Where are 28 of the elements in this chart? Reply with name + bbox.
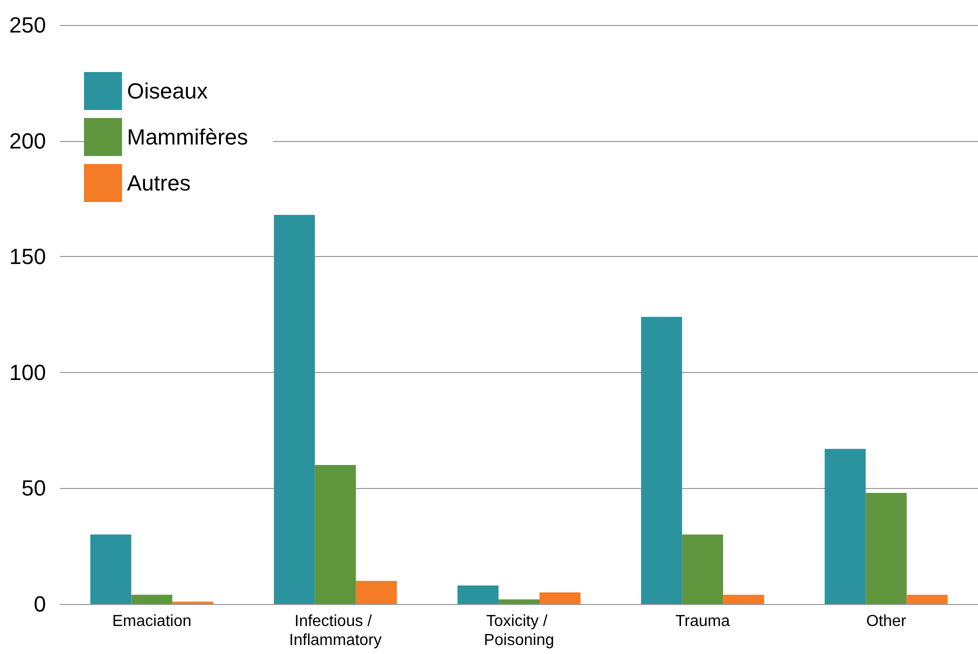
bar (314, 465, 356, 604)
bar (274, 214, 315, 604)
x-tick-label: Trauma (675, 613, 730, 630)
legend-label: Mammifères (127, 124, 248, 150)
legend-label: Oiseaux (127, 78, 208, 104)
bar (457, 585, 498, 604)
y-tick-label: 150 (9, 244, 46, 270)
legend-label: Autres (127, 170, 191, 196)
y-tick-label: 200 (9, 128, 46, 154)
y-tick-label: 0 (34, 592, 46, 616)
x-tick-label: Toxicity / Poisoning (484, 613, 554, 649)
y-tick-label: 250 (9, 12, 46, 38)
bar (131, 594, 172, 604)
x-tick-label: Infectious / Inflammatory (289, 613, 382, 649)
bar (641, 316, 682, 604)
y-tick-label: 50 (22, 476, 46, 501)
bar (90, 534, 132, 604)
bar (356, 580, 397, 604)
bar (540, 592, 581, 604)
x-tick-label: Emaciation (112, 613, 192, 630)
bar (498, 599, 540, 604)
bar (866, 492, 907, 604)
bar (723, 594, 764, 604)
bar (682, 534, 724, 604)
y-tick-label: 100 (9, 360, 46, 385)
x-tick-label: Other (866, 613, 907, 630)
bar (824, 448, 866, 604)
bar (906, 594, 948, 604)
